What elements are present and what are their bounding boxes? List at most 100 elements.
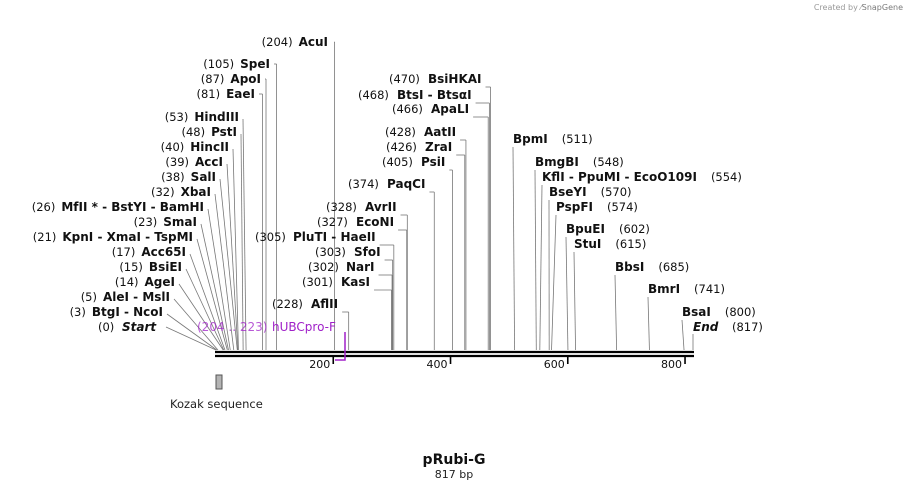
site-aatii[interactable]: (428) AatII — [385, 125, 467, 350]
enzyme-label-psti[interactable]: PstI — [211, 125, 237, 139]
site-sali[interactable]: SalI (38) — [161, 170, 238, 351]
site-bsiei[interactable]: BsiEI (15) — [119, 260, 225, 351]
enzyme-label-kasi[interactable]: KasI — [341, 275, 370, 289]
enzyme-label-zrai[interactable]: ZraI — [425, 140, 452, 154]
primer-annotation[interactable]: (204 .. 223) hUBCpro-F — [197, 320, 346, 361]
site-kpni[interactable]: KpnI - XmaI - TspMI (21) — [33, 230, 228, 351]
site-bmgbi[interactable]: BmgBI (548) — [534, 155, 624, 351]
enzyme-label-bseyi[interactable]: BseYI — [549, 185, 587, 199]
enzyme-label-aflii[interactable]: AflII — [311, 297, 338, 311]
site-bmri[interactable]: BmrI (741) — [647, 282, 725, 351]
site-xbai[interactable]: XbaI (32) — [151, 185, 235, 351]
site-zrai[interactable]: (426) ZraI — [386, 140, 466, 350]
enzyme-label-agei[interactable]: AgeI — [145, 275, 175, 289]
leader-kpni — [196, 238, 228, 351]
site-paqci[interactable]: (374) PaqCI — [348, 177, 435, 350]
site-position-bsai: (800) — [725, 305, 756, 319]
ruler-ticks: 200 400 600 800 — [309, 356, 686, 371]
site-stui[interactable]: StuI (615) — [573, 237, 646, 351]
enzyme-label-acc65i[interactable]: Acc65I — [141, 245, 186, 259]
enzyme-label-kfli[interactable]: KflI - PpuMI - EcoO109I — [542, 170, 697, 184]
site-aflii[interactable]: (228) AflII — [272, 297, 350, 350]
enzyme-label-eaei[interactable]: EaeI — [226, 87, 255, 101]
site-avrii[interactable]: (328) AvrII — [326, 200, 408, 350]
site-bpuei[interactable]: BpuEI (602) — [565, 222, 650, 351]
site-bpmi[interactable]: BpmI (511) — [512, 132, 593, 351]
site-acc65i[interactable]: Acc65I (17) — [112, 245, 226, 351]
enzyme-label-kpni[interactable]: KpnI - XmaI - TspMI — [62, 230, 193, 244]
site-apali[interactable]: (466) ApaLI — [392, 102, 489, 350]
site-eaei[interactable]: EaeI (81) — [196, 87, 263, 350]
enzyme-label-bmri[interactable]: BmrI — [648, 282, 680, 296]
enzyme-label-bbsi[interactable]: BbsI — [615, 260, 644, 274]
site-kasi[interactable]: (301) KasI — [302, 275, 392, 350]
enzyme-label-mfii[interactable]: MfII * - BstYI - BamHI — [61, 200, 204, 214]
site-bsai[interactable]: BsaI (800) — [681, 305, 756, 351]
site-alei[interactable]: AleI - MslI (5) — [81, 290, 219, 351]
site-btgi[interactable]: BtgI - NcoI (3) — [70, 305, 217, 351]
site-bsihkai[interactable]: (470) BsiHKAI — [389, 72, 491, 350]
enzyme-label-xbai[interactable]: XbaI — [181, 185, 211, 199]
site-acci[interactable]: AccI (39) — [165, 155, 239, 351]
enzyme-label-bsihkai[interactable]: BsiHKAI — [428, 72, 482, 86]
site-pluti[interactable]: (305) PluTI - HaeII — [255, 230, 395, 350]
enzyme-label-psii[interactable]: PsiI — [421, 155, 445, 169]
enzyme-label-acci[interactable]: AccI — [195, 155, 223, 169]
enzyme-label-pspfi[interactable]: PspFI — [556, 200, 593, 214]
site-hincii[interactable]: HincII (40) — [161, 140, 239, 351]
enzyme-label-stui[interactable]: StuI — [574, 237, 601, 251]
enzyme-label-pluti[interactable]: PluTI - HaeII — [293, 230, 376, 244]
restriction-site-group: AcuI (204) SpeI (105)ApoI (87)EaeI (81) HindII… — [32, 35, 763, 351]
enzyme-label-sfoi[interactable]: SfoI — [354, 245, 381, 259]
enzyme-label-apali[interactable]: ApaLI — [431, 102, 469, 116]
enzyme-label-hindiii[interactable]: HindIII — [194, 110, 239, 124]
primer-arrow[interactable] — [335, 332, 346, 361]
kozak-feature-box[interactable] — [215, 374, 223, 390]
enzyme-label-paqci[interactable]: PaqCI — [387, 177, 425, 191]
site-hindiii[interactable]: HindIII (53) — [165, 110, 247, 351]
site-kfli[interactable]: KflI - PpuMI - EcoO109I (554) — [539, 170, 742, 351]
enzyme-label-hincii[interactable]: HincII — [190, 140, 229, 154]
site-agei[interactable]: AgeI (14) — [115, 275, 224, 351]
enzyme-label-aatii[interactable]: AatII — [424, 125, 456, 139]
site-nari[interactable]: (302) NarI — [308, 260, 393, 350]
enzyme-label-alei[interactable]: AleI - MslI — [103, 290, 170, 304]
site-sfoi[interactable]: (303) SfoI — [315, 245, 394, 350]
enzyme-label-bpmi[interactable]: BpmI — [513, 132, 548, 146]
site-bbsi[interactable]: BbsI (685) — [614, 260, 689, 351]
site-btsi[interactable]: (468) BtsI - BtsαI — [358, 88, 490, 350]
site-position-kfli: (554) — [711, 170, 742, 184]
enzyme-label-bmgbi[interactable]: BmgBI — [535, 155, 579, 169]
enzyme-label-bsiei[interactable]: BsiEI — [149, 260, 182, 274]
site-position-aatii: (428) — [385, 125, 416, 139]
site-psii[interactable]: (405) PsiI — [382, 155, 453, 350]
enzyme-label-sali[interactable]: SalI — [191, 170, 216, 184]
leader-mfii — [207, 208, 231, 351]
site-econi[interactable]: (327) EcoNI — [317, 215, 408, 350]
enzyme-label-btsi[interactable]: BtsI - BtsαI — [397, 88, 472, 102]
leader-agei — [178, 283, 224, 351]
site-mfii[interactable]: MfII * - BstYI - BamHI (26) — [32, 200, 231, 351]
site-acui[interactable]: AcuI (204) — [262, 35, 336, 350]
leader-acc65i — [189, 253, 226, 351]
site-psti[interactable]: PstI (48) — [181, 125, 244, 351]
site-apoi[interactable]: ApoI (87) — [201, 72, 267, 350]
enzyme-label-btgi[interactable]: BtgI - NcoI — [92, 305, 163, 319]
enzyme-label-econi[interactable]: EcoNI — [356, 215, 394, 229]
enzyme-label-spei[interactable]: SpeI — [240, 57, 270, 71]
enzyme-label-apoi[interactable]: ApoI — [230, 72, 261, 86]
enzyme-label-nari[interactable]: NarI — [346, 260, 375, 274]
enzyme-label-bsai[interactable]: BsaI — [682, 305, 711, 319]
primer-name[interactable]: hUBCpro-F — [272, 320, 336, 334]
enzyme-label-avrii[interactable]: AvrII — [365, 200, 397, 214]
enzyme-label-bpuei[interactable]: BpuEI — [566, 222, 605, 236]
enzyme-label-acui[interactable]: AcuI — [299, 35, 328, 49]
feature-kozak[interactable]: Kozak sequence — [170, 374, 263, 411]
enzyme-label-smai[interactable]: SmaI — [163, 215, 197, 229]
site-bseyi[interactable]: BseYI (570) — [548, 185, 632, 351]
leader-alei — [173, 298, 219, 351]
site-spei[interactable]: SpeI (105) — [203, 57, 277, 350]
leader-psti — [240, 133, 244, 351]
site-smai[interactable]: SmaI (23) — [134, 215, 229, 351]
site-pspfi[interactable]: PspFI (574) — [551, 200, 638, 351]
